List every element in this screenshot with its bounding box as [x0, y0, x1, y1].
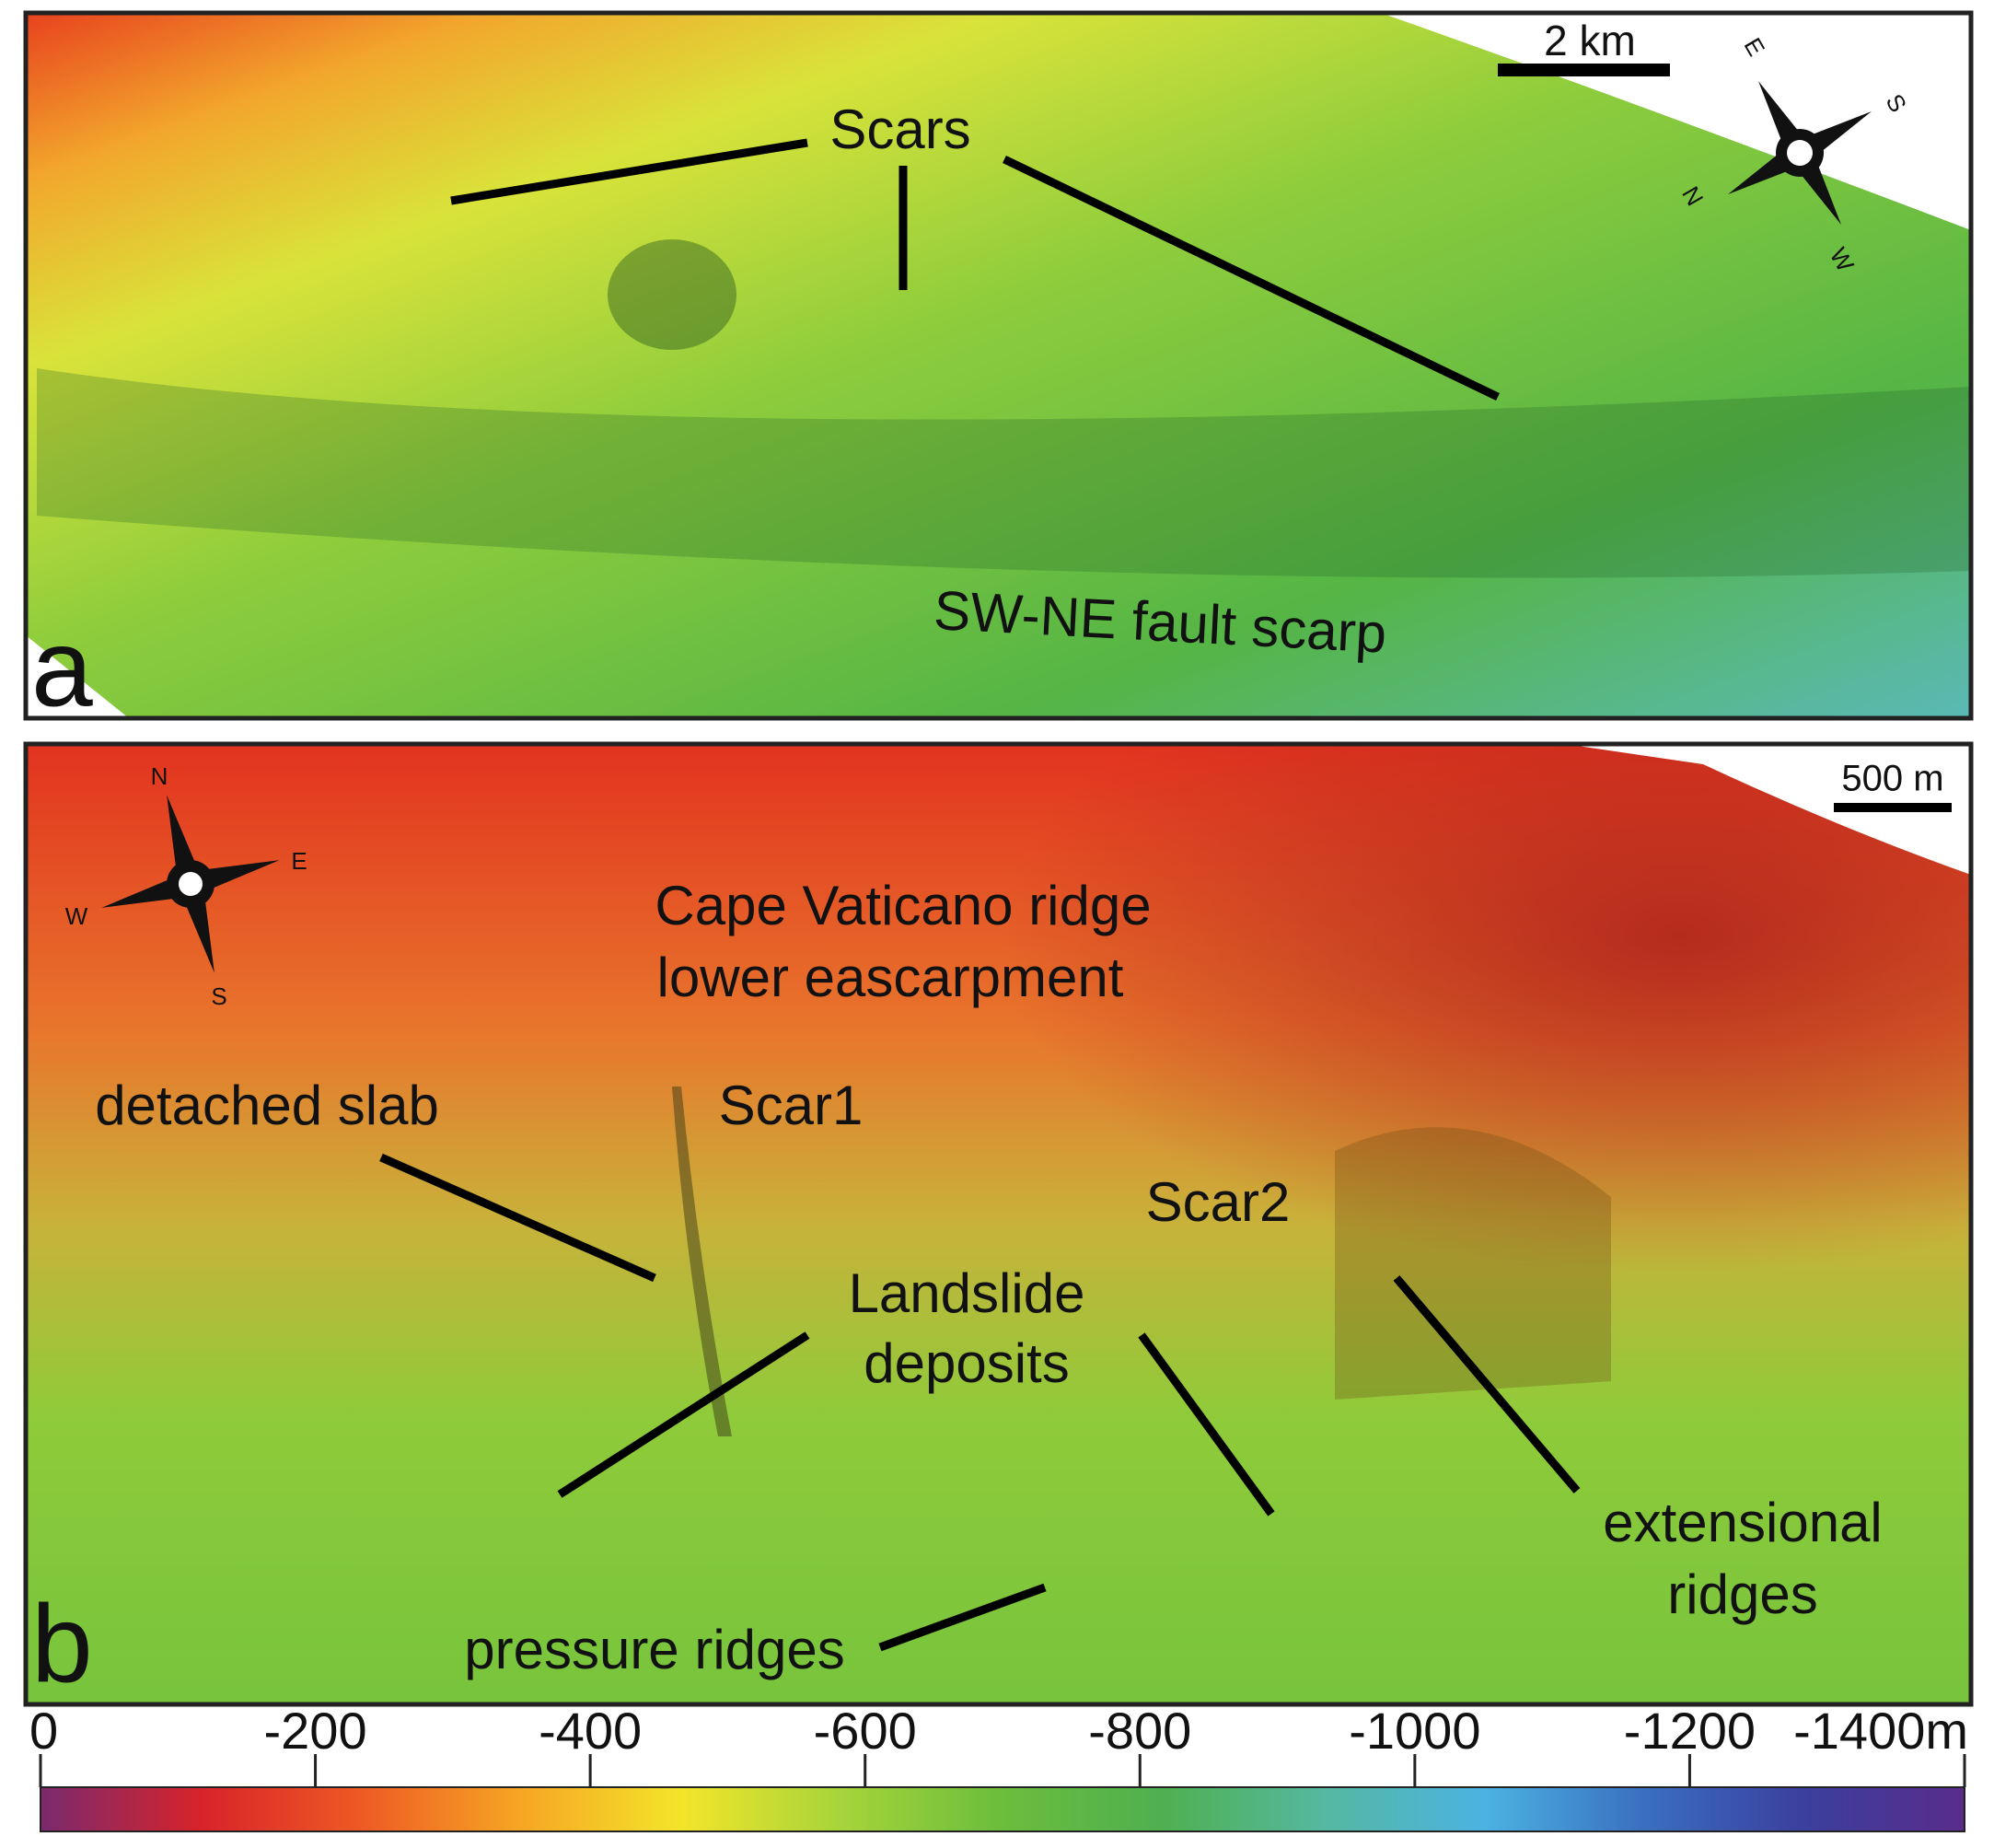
- scale-label: 2 km: [1544, 17, 1636, 64]
- scar-shade: [1335, 1127, 1611, 1400]
- tick-label: -600: [814, 1702, 917, 1760]
- label: Scar2: [1146, 1171, 1291, 1233]
- leader-line: [1003, 155, 1500, 401]
- scarp-shade: [37, 368, 1971, 578]
- label: Scars: [829, 99, 970, 160]
- compass-letter: E: [291, 847, 307, 875]
- frame: [23, 10, 1974, 721]
- compass-letter: S: [211, 982, 226, 1010]
- label: deposits: [864, 1332, 1069, 1394]
- scar-shade: [672, 1087, 732, 1436]
- nodata: [1565, 744, 1971, 875]
- scar-shade: [608, 239, 736, 350]
- compass: [1728, 81, 1872, 225]
- leader-line: [1393, 1275, 1581, 1494]
- frame: [23, 741, 1974, 1707]
- tick-label: -800: [1088, 1702, 1191, 1760]
- tick-label: -1400m: [1793, 1702, 1968, 1760]
- colorbar-ramp: [40, 1786, 1965, 1832]
- label: Cape Vaticano ridge: [655, 875, 1151, 936]
- terrain-shade: [26, 744, 1971, 1704]
- label: detached slab: [95, 1075, 439, 1136]
- label: Scar1: [719, 1075, 864, 1136]
- terrain: [26, 13, 1971, 718]
- label: lower eascarpment: [657, 947, 1124, 1008]
- panel-b: Cape Vaticano ridge lower eascarpment de…: [23, 741, 1974, 1707]
- leader-line: [557, 1331, 810, 1498]
- tick-label: 0: [29, 1702, 58, 1760]
- compass-letter: W: [65, 902, 88, 930]
- leader-line: [450, 138, 808, 205]
- tick-label: -200: [264, 1702, 367, 1760]
- tick-label: -1200: [1624, 1702, 1756, 1760]
- nodata: [26, 635, 129, 718]
- panel-letter: a: [31, 607, 93, 730]
- colorbar: 0 -200 -400 -600 -800 -1000 -1200 -1400m: [29, 1702, 1968, 1832]
- leader-line: [379, 1153, 656, 1283]
- panel-a: Scars SW-NE fault scarp 2 km a E S W N: [23, 10, 1974, 730]
- compass: [101, 795, 280, 973]
- leader-line: [1138, 1332, 1275, 1517]
- label: extensional: [1603, 1492, 1883, 1553]
- leader-line: [878, 1583, 1047, 1652]
- panel-letter: b: [31, 1583, 93, 1706]
- label: ridges: [1667, 1563, 1817, 1625]
- compass-letter: N: [151, 762, 168, 790]
- nodata: [1381, 13, 1971, 230]
- tick-label: -400: [539, 1702, 642, 1760]
- tick-label: -1000: [1349, 1702, 1480, 1760]
- label: pressure ridges: [464, 1619, 845, 1680]
- label: Landslide: [849, 1262, 1085, 1324]
- scale-label: 500 m: [1841, 759, 1943, 799]
